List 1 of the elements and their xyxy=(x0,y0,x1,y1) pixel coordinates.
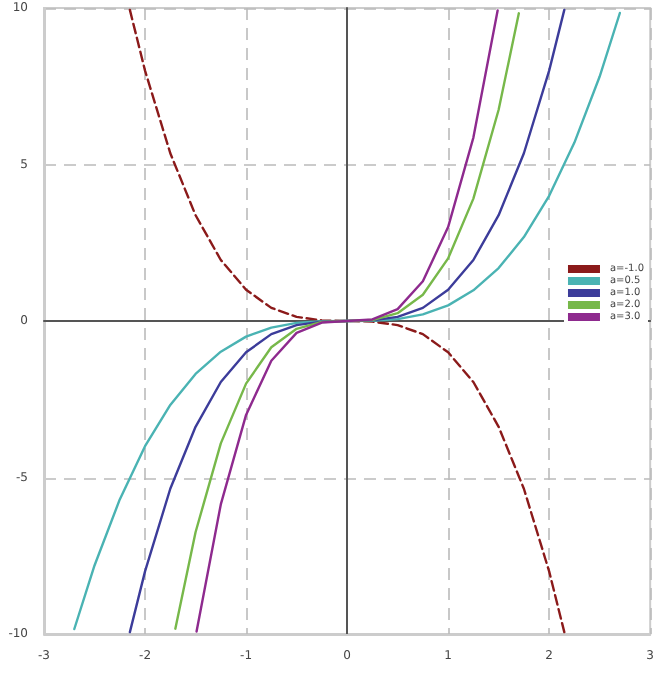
line-series xyxy=(128,8,566,634)
